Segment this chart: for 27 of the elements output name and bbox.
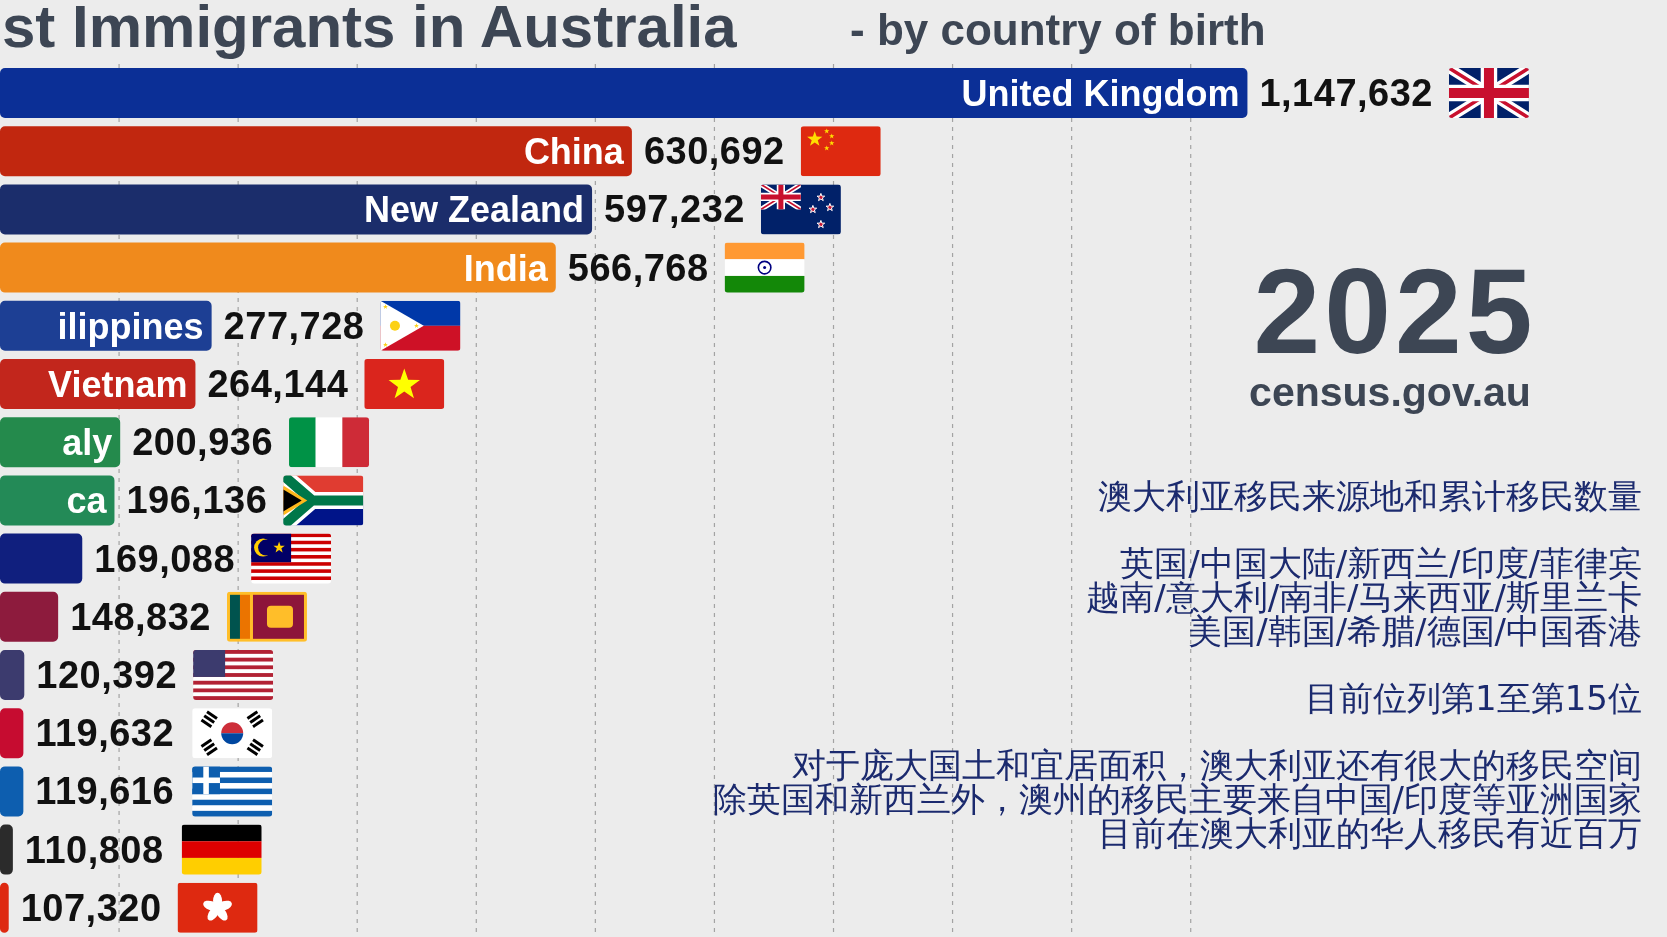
- data-label: 107,320: [20, 886, 162, 929]
- annotation: 目前位列第1至第15位: [1304, 678, 1642, 718]
- data-label: 630,692: [643, 130, 785, 173]
- y-tick-label: New Zealand: [364, 188, 585, 230]
- data-label: 200,936: [132, 421, 274, 464]
- y-tick-label: Vietnam: [48, 363, 188, 405]
- y-tick-label: ca: [66, 479, 108, 521]
- data-label: 196,136: [126, 479, 268, 522]
- data-label: 597,232: [604, 188, 745, 231]
- data-label: 120,392: [36, 654, 178, 696]
- y-tick-label: India: [463, 247, 549, 289]
- y-tick-label: China: [523, 130, 625, 172]
- data-label: 169,088: [94, 537, 236, 580]
- y-tick-label: ilippines: [57, 305, 204, 347]
- data-label: 110,808: [24, 828, 164, 871]
- data-label: 148,832: [70, 595, 212, 638]
- chart-subtitle: - by country of birth: [850, 5, 1266, 54]
- data-label: 1,147,632: [1259, 72, 1433, 114]
- y-tick-label: aly: [62, 421, 113, 463]
- chart-title: st Immigrants in Australia: [2, 0, 737, 60]
- y-tick-label: United Kingdom: [961, 72, 1240, 114]
- data-label: 119,616: [35, 770, 175, 813]
- data-label: 119,632: [35, 712, 175, 755]
- annotation: 澳大利亚移民来源地和累计移民数量: [1097, 476, 1642, 516]
- data-label: 264,144: [207, 363, 349, 405]
- data-label: 277,728: [223, 304, 365, 347]
- data-label: 566,768: [567, 246, 709, 289]
